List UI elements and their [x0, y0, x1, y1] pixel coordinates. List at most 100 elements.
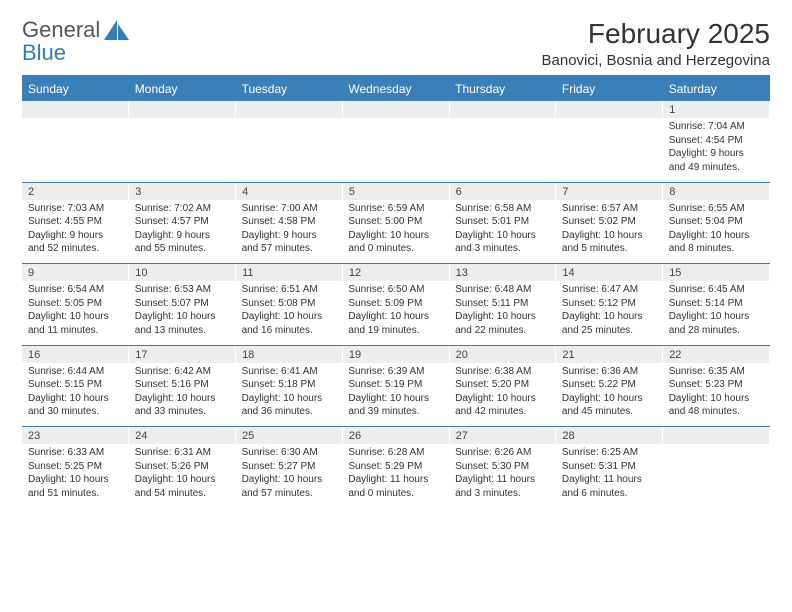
day-detail-line: and 28 minutes.	[669, 324, 764, 338]
day-detail-line: Sunset: 5:00 PM	[348, 215, 443, 229]
logo-text-top: General	[22, 18, 100, 41]
title-block: February 2025 Banovici, Bosnia and Herze…	[542, 18, 770, 69]
day-cell: Sunrise: 6:57 AMSunset: 5:02 PMDaylight:…	[556, 200, 663, 264]
day-number: 22	[663, 346, 770, 363]
day-cell: Sunrise: 7:00 AMSunset: 4:58 PMDaylight:…	[236, 200, 343, 264]
day-detail-line: Daylight: 10 hours	[455, 310, 550, 324]
day-cell: Sunrise: 6:42 AMSunset: 5:16 PMDaylight:…	[129, 363, 236, 427]
day-detail-line: and 0 minutes.	[348, 242, 443, 256]
day-cell: Sunrise: 6:25 AMSunset: 5:31 PMDaylight:…	[556, 444, 663, 508]
day-detail-line: Sunrise: 6:59 AM	[348, 202, 443, 216]
sail-icon	[104, 20, 130, 46]
day-detail-line: and 57 minutes.	[242, 487, 337, 501]
day-detail-line: Daylight: 10 hours	[669, 392, 764, 406]
day-detail-line: Daylight: 9 hours	[242, 229, 337, 243]
day-number	[556, 101, 663, 118]
day-detail-line: Daylight: 10 hours	[348, 229, 443, 243]
day-detail-line: Sunrise: 6:58 AM	[455, 202, 550, 216]
day-detail-line: Daylight: 10 hours	[669, 229, 764, 243]
day-detail-row: Sunrise: 6:44 AMSunset: 5:15 PMDaylight:…	[22, 363, 770, 427]
day-number: 13	[449, 264, 556, 281]
day-detail-line: Sunrise: 6:39 AM	[348, 365, 443, 379]
day-detail-line: Daylight: 11 hours	[348, 473, 443, 487]
day-detail-line: and 36 minutes.	[242, 405, 337, 419]
logo: General Blue	[22, 18, 130, 64]
day-number: 18	[236, 346, 343, 363]
day-cell: Sunrise: 6:33 AMSunset: 5:25 PMDaylight:…	[22, 444, 129, 508]
day-number: 20	[449, 346, 556, 363]
day-detail-line: Sunrise: 7:00 AM	[242, 202, 337, 216]
day-cell: Sunrise: 6:26 AMSunset: 5:30 PMDaylight:…	[449, 444, 556, 508]
day-number: 17	[129, 346, 236, 363]
day-number: 24	[129, 427, 236, 444]
day-number	[449, 101, 556, 118]
day-detail-line: Sunset: 5:27 PM	[242, 460, 337, 474]
day-detail-line: and 5 minutes.	[562, 242, 657, 256]
day-detail-line: Sunrise: 6:28 AM	[348, 446, 443, 460]
day-cell: Sunrise: 6:58 AMSunset: 5:01 PMDaylight:…	[449, 200, 556, 264]
day-detail-line: Sunset: 5:08 PM	[242, 297, 337, 311]
day-number: 23	[22, 427, 129, 444]
day-detail-line: and 39 minutes.	[348, 405, 443, 419]
day-detail-line: and 16 minutes.	[242, 324, 337, 338]
day-detail-row: Sunrise: 7:03 AMSunset: 4:55 PMDaylight:…	[22, 200, 770, 264]
day-detail-line: Sunset: 4:54 PM	[669, 134, 764, 148]
day-detail-line: Sunrise: 6:47 AM	[562, 283, 657, 297]
day-cell	[556, 118, 663, 182]
day-detail-line: Daylight: 9 hours	[669, 147, 764, 161]
day-detail-line: and 13 minutes.	[135, 324, 230, 338]
day-detail-line: Sunset: 5:23 PM	[669, 378, 764, 392]
day-detail-line: and 57 minutes.	[242, 242, 337, 256]
day-detail-line: and 51 minutes.	[28, 487, 123, 501]
day-number: 14	[556, 264, 663, 281]
day-detail-line: Sunrise: 6:54 AM	[28, 283, 123, 297]
weekday-header: Wednesday	[342, 77, 449, 101]
day-cell: Sunrise: 6:54 AMSunset: 5:05 PMDaylight:…	[22, 281, 129, 345]
day-detail-line: Sunset: 5:22 PM	[562, 378, 657, 392]
month-title: February 2025	[542, 18, 770, 50]
day-detail-line: Sunset: 5:29 PM	[348, 460, 443, 474]
day-number: 9	[22, 264, 129, 281]
day-detail-line: Sunrise: 6:25 AM	[562, 446, 657, 460]
day-number-row: 9101112131415	[22, 264, 770, 281]
weekday-header: Tuesday	[236, 77, 343, 101]
day-detail-line: and 52 minutes.	[28, 242, 123, 256]
day-number: 12	[342, 264, 449, 281]
day-detail-line: Daylight: 10 hours	[242, 473, 337, 487]
day-detail-line: Sunset: 5:07 PM	[135, 297, 230, 311]
day-number-row: 2345678	[22, 183, 770, 200]
day-detail-line: Daylight: 10 hours	[455, 392, 550, 406]
day-detail-line: Daylight: 10 hours	[28, 473, 123, 487]
day-detail-line: Daylight: 10 hours	[348, 392, 443, 406]
day-detail-line: and 0 minutes.	[348, 487, 443, 501]
day-detail-line: Daylight: 11 hours	[455, 473, 550, 487]
day-number: 5	[342, 183, 449, 200]
day-cell: Sunrise: 7:02 AMSunset: 4:57 PMDaylight:…	[129, 200, 236, 264]
day-detail-line: Sunset: 5:15 PM	[28, 378, 123, 392]
day-detail-line: and 49 minutes.	[669, 161, 764, 175]
day-number: 28	[556, 427, 663, 444]
weekday-header: Saturday	[663, 77, 770, 101]
day-detail-line: Daylight: 10 hours	[135, 310, 230, 324]
day-number-row: 1	[22, 101, 770, 118]
day-detail-line: and 3 minutes.	[455, 242, 550, 256]
day-cell: Sunrise: 6:39 AMSunset: 5:19 PMDaylight:…	[342, 363, 449, 427]
day-detail-line: Sunset: 5:18 PM	[242, 378, 337, 392]
day-cell: Sunrise: 6:45 AMSunset: 5:14 PMDaylight:…	[663, 281, 770, 345]
day-cell: Sunrise: 6:55 AMSunset: 5:04 PMDaylight:…	[663, 200, 770, 264]
day-detail-line: and 6 minutes.	[562, 487, 657, 501]
day-detail-line: Sunset: 5:30 PM	[455, 460, 550, 474]
day-detail-line: Daylight: 10 hours	[455, 229, 550, 243]
day-detail-line: and 22 minutes.	[455, 324, 550, 338]
day-number: 7	[556, 183, 663, 200]
day-cell: Sunrise: 6:47 AMSunset: 5:12 PMDaylight:…	[556, 281, 663, 345]
location: Banovici, Bosnia and Herzegovina	[542, 52, 770, 69]
day-detail-line: and 42 minutes.	[455, 405, 550, 419]
day-detail-line: Sunrise: 6:50 AM	[348, 283, 443, 297]
day-detail-row: Sunrise: 7:04 AMSunset: 4:54 PMDaylight:…	[22, 118, 770, 182]
day-number: 25	[236, 427, 343, 444]
day-detail-line: Sunset: 5:20 PM	[455, 378, 550, 392]
day-detail-line: and 48 minutes.	[669, 405, 764, 419]
day-detail-line: Daylight: 11 hours	[562, 473, 657, 487]
day-number-row: 16171819202122	[22, 346, 770, 363]
